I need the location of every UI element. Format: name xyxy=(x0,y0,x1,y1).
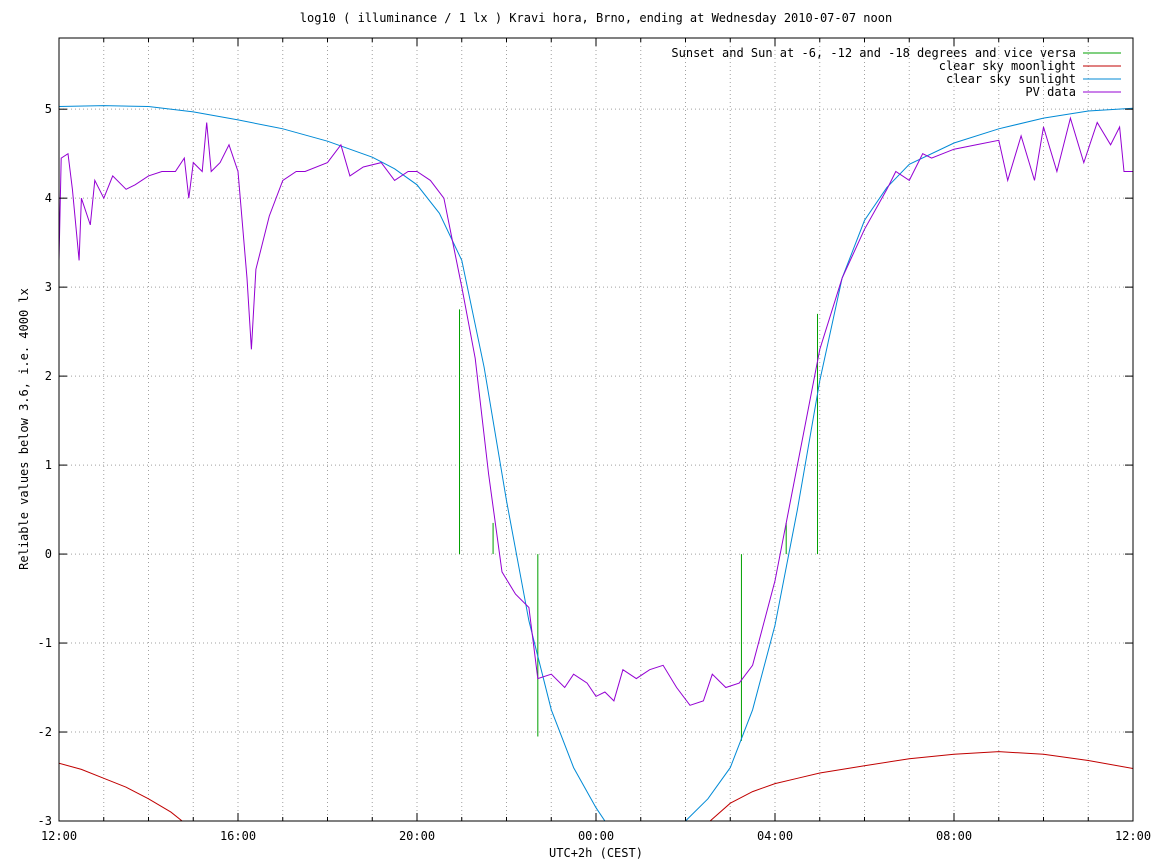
y-tick-label: 1 xyxy=(45,458,52,472)
x-tick-label: 12:00 xyxy=(1115,829,1151,843)
series-group xyxy=(59,105,1133,821)
x-tick-label: 04:00 xyxy=(757,829,793,843)
legend-label: clear sky sunlight xyxy=(946,72,1076,86)
x-tick-label: 20:00 xyxy=(399,829,435,843)
legend: Sunset and Sun at -6, -12 and -18 degree… xyxy=(671,46,1121,99)
x-tick-label: 12:00 xyxy=(41,829,77,843)
x-axis-label: UTC+2h (CEST) xyxy=(549,846,643,860)
y-tick-label: 3 xyxy=(45,280,52,294)
series-2-line xyxy=(59,751,1133,821)
legend-label: Sunset and Sun at -6, -12 and -18 degree… xyxy=(671,46,1076,60)
x-tick-label: 16:00 xyxy=(220,829,256,843)
y-tick-label: 0 xyxy=(45,547,52,561)
y-tick-label: -3 xyxy=(38,814,52,828)
y-tick-label: 4 xyxy=(45,191,52,205)
series-1-group xyxy=(459,309,819,741)
x-tick-label: 00:00 xyxy=(578,829,614,843)
chart-title: log10 ( illuminance / 1 lx ) Kravi hora,… xyxy=(300,11,892,25)
y-tick-label: 5 xyxy=(45,102,52,116)
y-tick-label: 2 xyxy=(45,369,52,383)
legend-label: PV data xyxy=(1025,85,1076,99)
series-3-line xyxy=(59,105,1133,821)
y-tick-label: -2 xyxy=(38,725,52,739)
y-axis-label: Reliable values below 3.6, i.e. 4000 lx xyxy=(17,288,31,570)
x-tick-label: 08:00 xyxy=(936,829,972,843)
grid xyxy=(59,38,1133,821)
plot-frame xyxy=(58,37,1134,822)
axis-ticks: 12:00 16:00 20:00 00:00 04:00 08:00 12:00 5 4 3 2 1… xyxy=(38,38,1151,843)
y-tick-label: -1 xyxy=(38,636,52,650)
series-4-line xyxy=(59,116,1133,706)
legend-label: clear sky moonlight xyxy=(939,59,1076,73)
